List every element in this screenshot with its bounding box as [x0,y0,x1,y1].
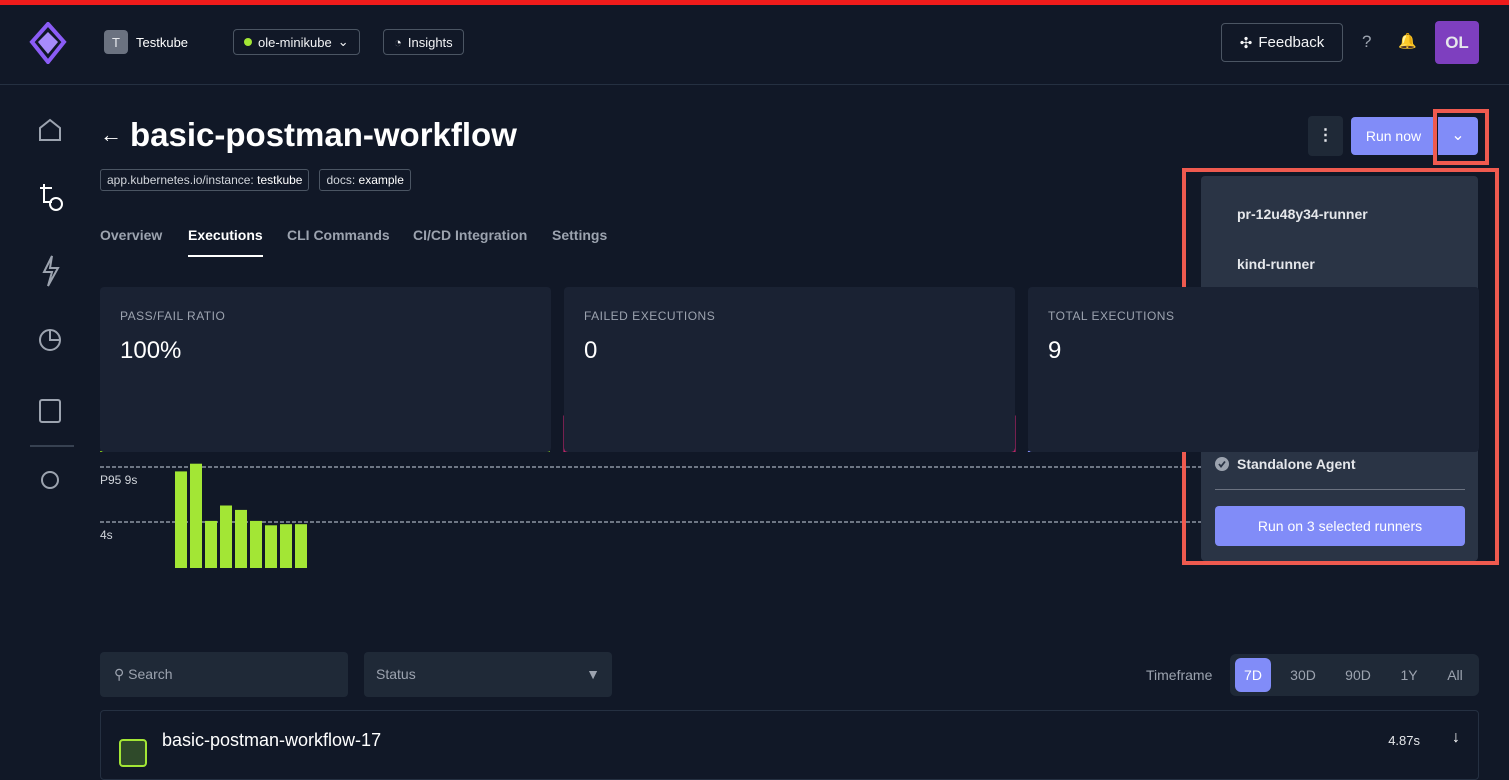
timeframe-label: Timeframe [1146,667,1213,683]
status-dot [244,38,252,46]
timeframe-option[interactable]: 90D [1345,667,1371,683]
status-label: Status [376,666,416,682]
label-key: docs: [326,173,356,187]
insights-label: Insights [407,34,453,50]
tab[interactable]: Executions [188,227,263,257]
execution-duration: 4.87s [1388,733,1420,748]
search-placeholder: Search [128,666,173,682]
duration-bar [220,505,232,568]
tab[interactable]: Settings [552,227,608,243]
stat-card: TOTAL EXECUTIONS 9 [1028,287,1479,452]
bell-icon[interactable]: 🔔 [1398,33,1417,50]
stat-label: FAILED EXECUTIONS [584,309,716,323]
top-strip [0,0,1509,5]
help-icon[interactable]: ? [1362,32,1372,51]
stat-value: 0 [584,337,598,364]
run-now-button[interactable]: Run now [1351,117,1436,155]
sidebar [30,118,74,489]
label-key: app.kubernetes.io/instance: [107,173,254,187]
page-title: basic-postman-workflow [130,116,517,153]
duration-bar [190,463,202,568]
timeframe-option[interactable]: 7D [1235,658,1271,692]
run-dropdown-toggle[interactable]: ⌄ [1438,117,1478,155]
duration-bar [235,509,247,568]
runner-option[interactable]: Standalone Agent [1237,456,1356,472]
tab[interactable]: Overview [100,227,163,243]
label-chip: docs: example [319,169,411,191]
duration-bar [250,520,262,568]
label-value: testkube [257,173,303,187]
more-button[interactable]: ⋮ [1308,116,1343,156]
tab[interactable]: CI/CD Integration [413,227,528,243]
divider [0,84,1509,85]
stat-value: 9 [1048,337,1062,364]
duration-bar [205,520,217,568]
status-icon [119,739,147,767]
search-input[interactable]: ⚲ Search [100,652,348,697]
expand-icon[interactable]: ↓ [1452,729,1460,746]
stat-label: TOTAL EXECUTIONS [1048,309,1175,323]
back-button[interactable]: ← [100,122,122,147]
timeframe-option[interactable]: 30D [1290,667,1316,683]
duration-bar [175,471,187,568]
logo [29,22,67,64]
timeframe-option[interactable]: All [1447,667,1463,683]
env-switcher[interactable]: ole-minikube ⌄ [233,29,360,55]
org-switcher[interactable]: Testkube [136,35,189,50]
runner-option[interactable]: pr-12u48y34-runner [1237,206,1368,222]
duration-bar [295,524,307,568]
label-value: example [358,173,404,187]
highlight-box [1433,109,1489,165]
stat-card: FAILED EXECUTIONS 0 [564,287,1015,452]
reference-label: P95 9s [100,473,137,487]
status-filter[interactable]: Status ▼ [364,652,612,697]
duration-bar [280,524,292,568]
stat-value: 100% [120,337,182,364]
stat-label: PASS/FAIL RATIO [120,309,226,323]
separator [1215,489,1465,490]
labels: app.kubernetes.io/instance: testkube docs… [100,169,411,191]
runner-option[interactable]: kind-runner [1237,256,1315,272]
org-initial: T [104,30,128,54]
timeframe-option[interactable]: 1Y [1400,667,1418,683]
execution-row[interactable]: basic-postman-workflow-17 4.87s ↓ [100,710,1479,780]
feedback-button[interactable]: ✣ Feedback [1221,23,1343,62]
duration-bar [265,525,277,568]
avatar[interactable]: OL [1435,21,1479,64]
env-name: ole-minikube [258,34,332,50]
timeframe-group [1230,654,1479,696]
label-chip: app.kubernetes.io/instance: testkube [100,169,310,191]
stat-card: PASS/FAIL RATIO 100% [100,287,551,452]
selected-check [1215,457,1229,471]
reference-label: 4s [100,528,113,542]
execution-name: basic-postman-workflow-17 [162,730,382,750]
feedback-label: Feedback [1258,34,1325,51]
insights-button[interactable]: ◔ Insights [383,29,464,55]
run-selected-button[interactable]: Run on 3 selected runners [1215,506,1465,546]
tab[interactable]: CLI Commands [287,227,390,243]
